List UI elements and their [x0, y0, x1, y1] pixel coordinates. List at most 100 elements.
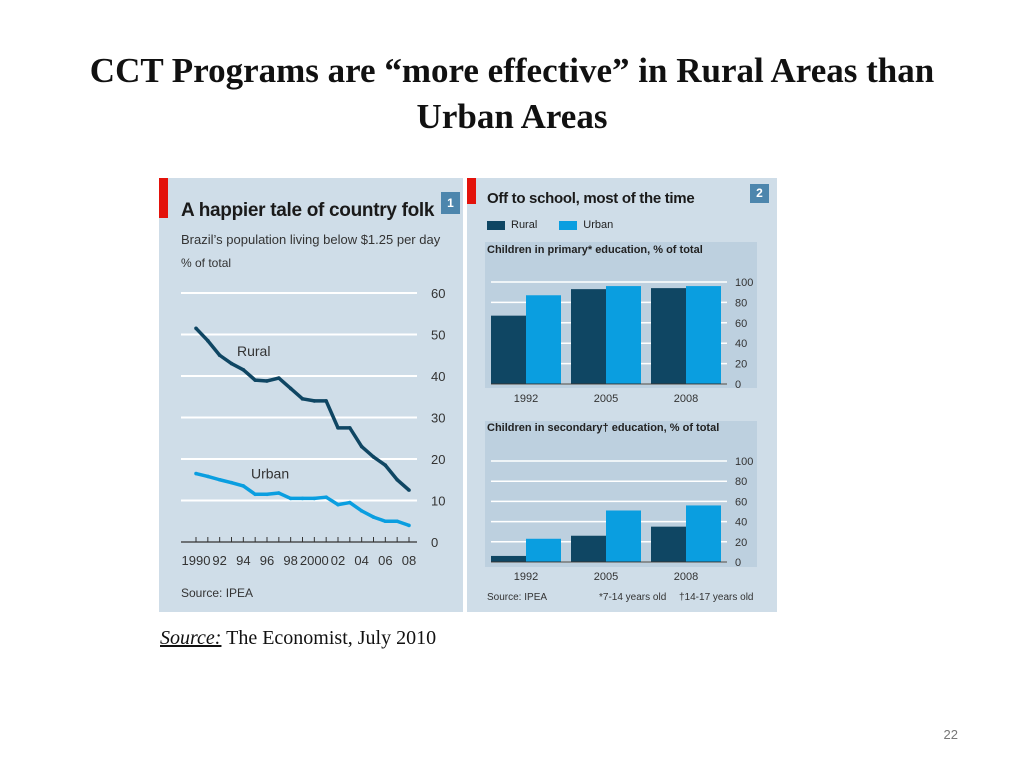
y-tick-label: 20	[431, 452, 445, 467]
data-point-urban	[324, 495, 328, 499]
data-point-urban	[253, 492, 257, 497]
y-tick-label: 20	[735, 537, 747, 549]
legend-label-rural: Rural	[511, 219, 538, 231]
series-line-rural	[194, 327, 411, 492]
series-label-rural: Rural	[237, 343, 270, 359]
data-point-urban	[371, 515, 376, 519]
y-tick-label: 10	[431, 494, 445, 509]
bar-rural-2008	[651, 288, 686, 384]
y-tick-label: 20	[735, 359, 747, 371]
x-tick-label: 2005	[594, 571, 618, 583]
data-point-rural	[336, 426, 340, 430]
data-point-urban	[206, 474, 210, 479]
x-tick-label: 1992	[514, 571, 538, 583]
bar-urban-2008	[686, 505, 721, 562]
data-point-urban	[194, 471, 198, 476]
bar-urban-1992	[526, 538, 561, 562]
data-point-urban	[288, 496, 293, 501]
bar-rural-1992	[491, 555, 526, 562]
data-point-rural	[265, 379, 269, 383]
bar-urban-1992	[526, 295, 561, 384]
bar-rural-2005	[571, 535, 606, 562]
footnote-primary: *7-14 years old	[599, 592, 667, 603]
data-point-urban	[383, 519, 388, 524]
data-point-rural	[312, 399, 317, 403]
y-tick-label: 80	[735, 297, 747, 309]
y-tick-label: 60	[735, 318, 747, 330]
bar-rural-1992	[491, 315, 526, 384]
data-point-rural	[300, 397, 305, 401]
data-point-urban	[241, 484, 246, 488]
data-point-urban	[217, 477, 222, 482]
data-point-urban	[277, 491, 281, 495]
data-point-urban	[336, 502, 340, 507]
x-tick-label: 2000	[300, 553, 329, 568]
y-tick-label: 40	[431, 369, 445, 384]
y-tick-label: 60	[431, 286, 445, 301]
data-point-rural	[395, 477, 399, 482]
y-tick-label: 0	[431, 535, 438, 550]
data-point-urban	[348, 500, 352, 505]
chart-1-number: 1	[441, 192, 460, 214]
data-point-urban	[407, 523, 411, 528]
data-point-rural	[359, 444, 364, 449]
y-tick-label: 40	[735, 338, 747, 350]
x-tick-label: 08	[402, 553, 416, 568]
data-point-rural	[324, 399, 328, 403]
data-point-rural	[288, 386, 293, 391]
secondary-chart-title: Children in secondary† education, % of t…	[487, 422, 720, 434]
x-tick-label: 2008	[674, 393, 698, 405]
y-tick-label: 50	[431, 328, 445, 343]
y-tick-label: 0	[735, 379, 741, 391]
x-tick-label: 06	[378, 553, 392, 568]
x-tick-label: 2005	[594, 393, 618, 405]
legend-urban: Urban	[559, 219, 613, 231]
data-point-rural	[241, 367, 246, 372]
data-point-rural	[371, 455, 376, 459]
data-point-urban	[300, 496, 305, 501]
y-tick-label: 100	[735, 456, 753, 468]
data-point-urban	[359, 509, 364, 513]
data-point-rural	[194, 326, 198, 331]
chart-2-source: Source: IPEA	[487, 592, 548, 603]
chart-1-subtitle: Brazil’s population living below $1.25 p…	[181, 232, 441, 247]
data-point-rural	[383, 463, 388, 468]
data-point-urban	[265, 492, 269, 497]
data-point-rural	[217, 353, 222, 358]
accent-bar	[467, 178, 476, 204]
y-tick-label: 40	[735, 517, 747, 529]
chart-1-source: Source: IPEA	[181, 586, 254, 600]
chart-panel-2: Off to school, most of the time 2 Rural …	[467, 178, 777, 612]
y-tick-label: 30	[431, 411, 445, 426]
page-number: 22	[943, 727, 958, 742]
x-tick-label: 04	[354, 553, 368, 568]
data-point-urban	[312, 496, 317, 501]
chart-2-number: 2	[750, 184, 769, 203]
chart-1-unit: % of total	[181, 256, 232, 270]
data-point-rural	[206, 338, 210, 343]
data-point-urban	[229, 480, 234, 485]
series-label-urban: Urban	[251, 465, 289, 481]
chart-2-legend: Rural Urban	[487, 219, 635, 231]
y-tick-label: 60	[735, 496, 747, 508]
line-chart: 0 10 20 30 40 50 60 1990 92 94 96 98 2000 02 04 06 08 Rur…	[181, 286, 445, 568]
bar-urban-2008	[686, 286, 721, 384]
source-credit-text: The Economist, July 2010	[221, 627, 437, 649]
x-tick-label: 98	[283, 553, 297, 568]
x-tick-label: 2008	[674, 571, 698, 583]
data-point-urban	[395, 519, 399, 524]
accent-bar	[159, 178, 168, 218]
y-tick-label: 0	[735, 557, 741, 569]
chart-1-title: A happier tale of country folk	[181, 200, 435, 221]
legend-label-urban: Urban	[583, 219, 614, 231]
x-tick-label: 1990	[182, 553, 211, 568]
source-credit-label: Source:	[160, 627, 222, 649]
legend-swatch-rural	[487, 220, 505, 230]
bar-rural-2008	[651, 526, 686, 562]
chart-panel-1: A happier tale of country folk 1 Brazil’…	[159, 178, 463, 612]
chart-2-title: Off to school, most of the time	[487, 190, 695, 207]
data-point-rural	[348, 426, 352, 430]
bar-urban-2005	[606, 510, 641, 562]
x-tick-label: 96	[260, 553, 274, 568]
y-tick-label: 100	[735, 277, 753, 289]
